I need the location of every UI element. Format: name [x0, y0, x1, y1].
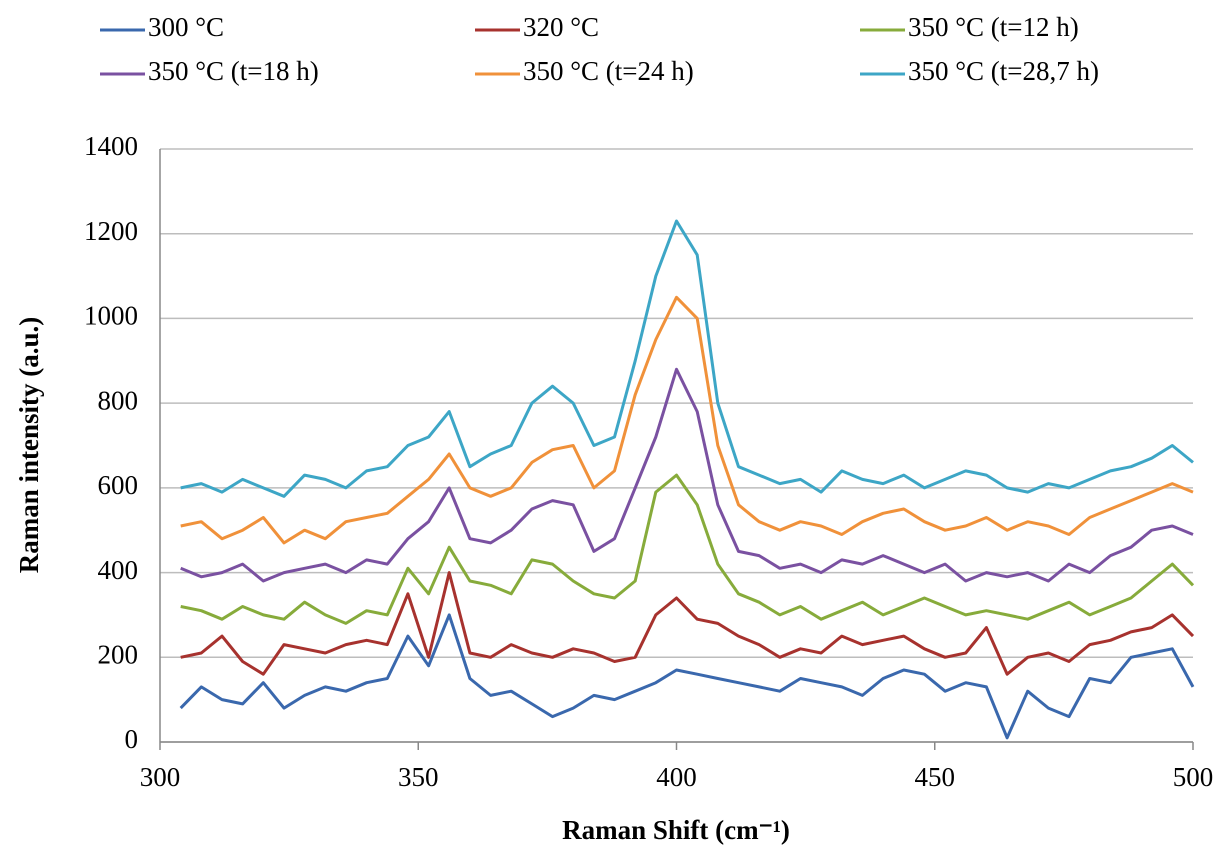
x-tick-label: 400: [656, 762, 697, 792]
legend-label: 350 °C (t=24 h): [523, 56, 694, 86]
y-tick-label: 200: [98, 639, 139, 669]
data-line: [180, 295, 1194, 545]
data-line: [180, 571, 1195, 676]
x-tick-label: 500: [1173, 762, 1214, 792]
y-tick-label: 1200: [84, 216, 138, 246]
x-axis-title: Raman Shift (cm⁻¹): [562, 815, 790, 845]
x-tick-label: 300: [140, 762, 181, 792]
data-line: [180, 367, 1194, 583]
data-line: [179, 613, 1195, 740]
x-tick-label: 350: [398, 762, 439, 792]
y-tick-label: 1400: [84, 131, 138, 161]
y-axis-title: Raman intensity (a.u.): [14, 317, 44, 574]
legend-label: 350 °C (t=12 h): [908, 12, 1079, 42]
legend-label: 350 °C (t=28,7 h): [908, 56, 1099, 86]
x-tick-label: 450: [915, 762, 956, 792]
y-tick-label: 400: [98, 555, 139, 585]
legend-label: 350 °C (t=18 h): [148, 56, 319, 86]
data-line: [180, 473, 1195, 625]
legend-label: 320 °C: [523, 12, 599, 42]
y-tick-label: 800: [98, 385, 139, 415]
data-line: [180, 219, 1194, 498]
legend-label: 300 °C: [148, 12, 224, 42]
y-tick-label: 1000: [84, 301, 138, 331]
y-tick-label: 0: [125, 724, 139, 754]
y-tick-label: 600: [98, 470, 139, 500]
